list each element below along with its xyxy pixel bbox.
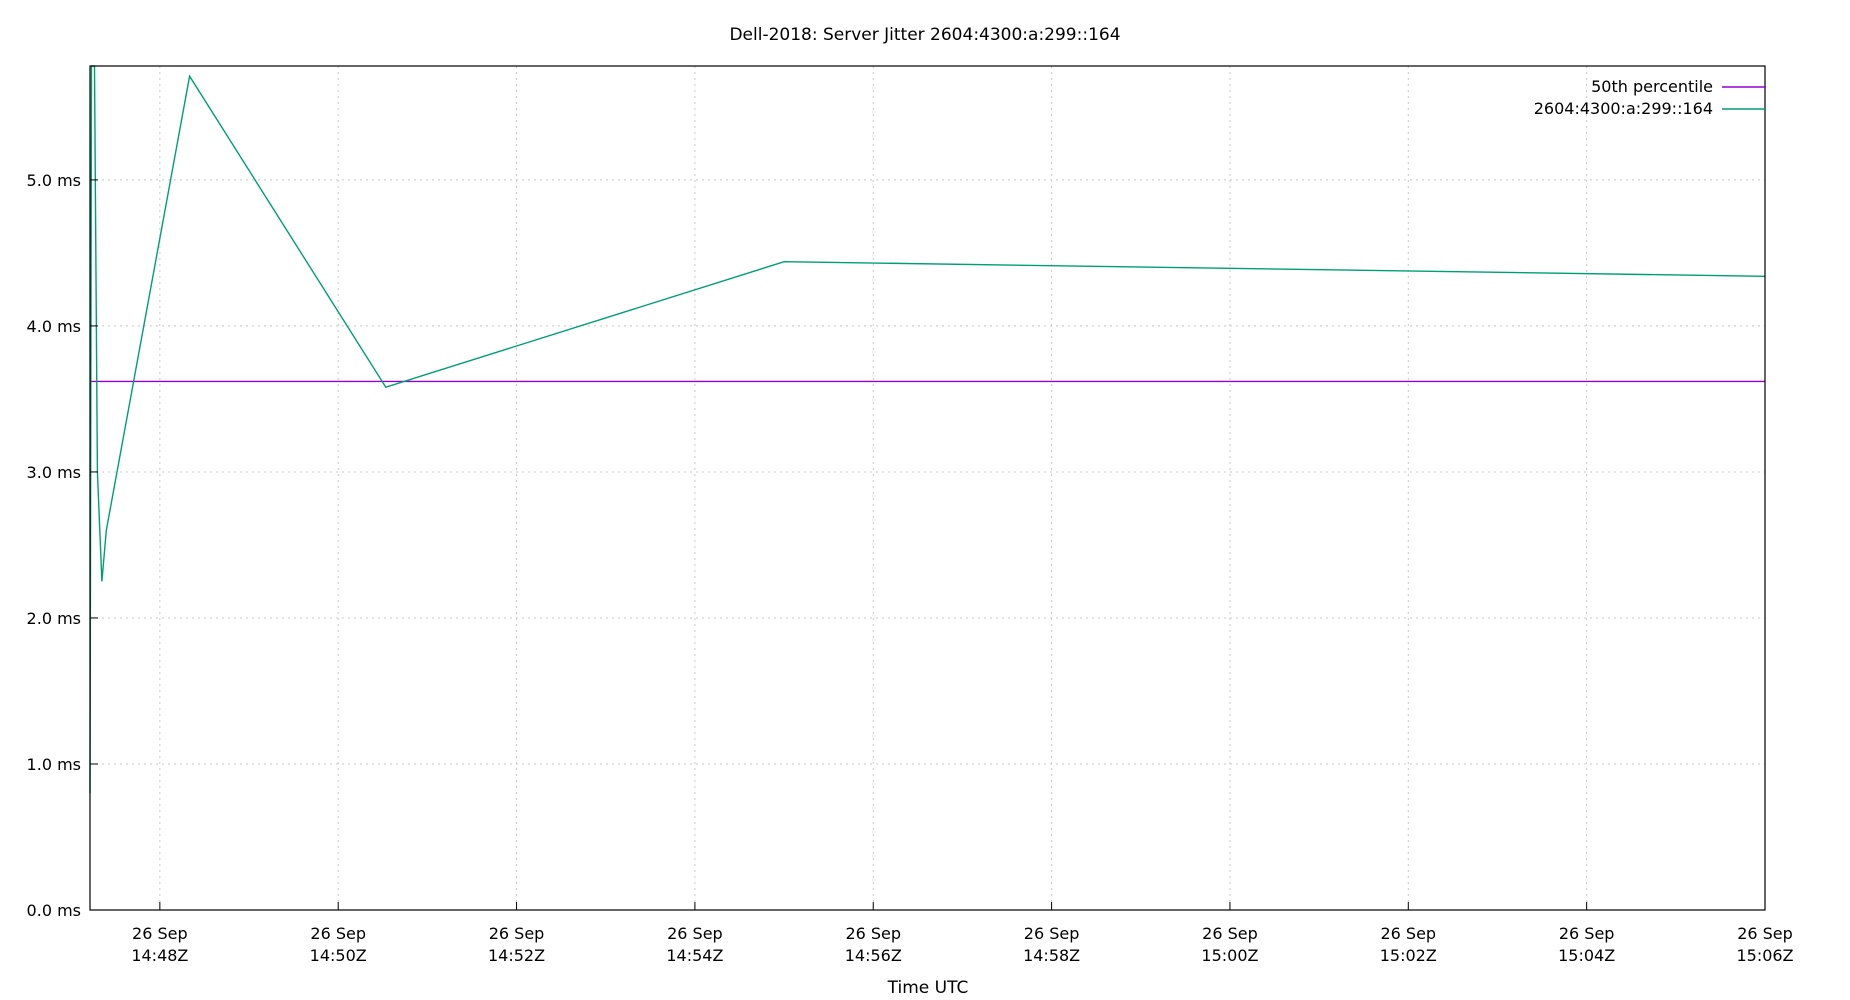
y-tick-label: 3.0 ms — [27, 463, 81, 482]
x-tick-label-date: 26 Sep — [845, 924, 901, 943]
x-tick-label-time: 14:58Z — [1023, 946, 1080, 965]
y-tick-label: 0.0 ms — [27, 901, 81, 920]
grid — [90, 66, 1766, 911]
y-tick-label: 1.0 ms — [27, 755, 81, 774]
x-tick-label-time: 15:06Z — [1736, 946, 1793, 965]
x-tick-label-date: 26 Sep — [1024, 924, 1080, 943]
x-tick-label-date: 26 Sep — [1559, 924, 1615, 943]
y-tick-label: 5.0 ms — [27, 171, 81, 190]
legend-label: 50th percentile — [1591, 77, 1713, 96]
x-tick-label-time: 14:56Z — [845, 946, 902, 965]
y-tick-label: 4.0 ms — [27, 317, 81, 336]
x-tick-label-time: 15:02Z — [1380, 946, 1437, 965]
y-axis: 0.0 ms 1.0 ms 2.0 ms 3.0 ms 4.0 ms 5.0 ms — [27, 171, 98, 920]
plot-frame — [89, 65, 1766, 911]
x-tick-label-date: 26 Sep — [310, 924, 366, 943]
x-axis-label: Time UTC — [887, 978, 969, 998]
x-tick-label-date: 26 Sep — [1737, 924, 1793, 943]
series-line-1 — [89, 65, 1766, 794]
x-tick-label-date: 26 Sep — [489, 924, 545, 943]
x-tick-label-time: 14:52Z — [488, 946, 545, 965]
x-axis: 26 Sep 14:48Z 26 Sep 14:50Z 26 Sep 14:52Z 26 S… — [131, 902, 1794, 965]
legend-label: 2604:4300:a:299::164 — [1534, 99, 1713, 118]
x-tick-label-time: 15:04Z — [1558, 946, 1615, 965]
x-tick-label-time: 15:00Z — [1201, 946, 1258, 965]
y-tick-label: 2.0 ms — [27, 609, 81, 628]
x-tick-label-date: 26 Sep — [1380, 924, 1436, 943]
x-tick-label-time: 14:48Z — [131, 946, 188, 965]
x-tick-label-date: 26 Sep — [667, 924, 723, 943]
series-lines — [89, 65, 1766, 794]
x-tick-label-time: 14:50Z — [310, 946, 367, 965]
x-tick-label-date: 26 Sep — [1202, 924, 1258, 943]
x-tick-label-time: 14:54Z — [666, 946, 723, 965]
chart-title: Dell-2018: Server Jitter 2604:4300:a:299… — [729, 25, 1120, 45]
x-tick-label-date: 26 Sep — [132, 924, 188, 943]
